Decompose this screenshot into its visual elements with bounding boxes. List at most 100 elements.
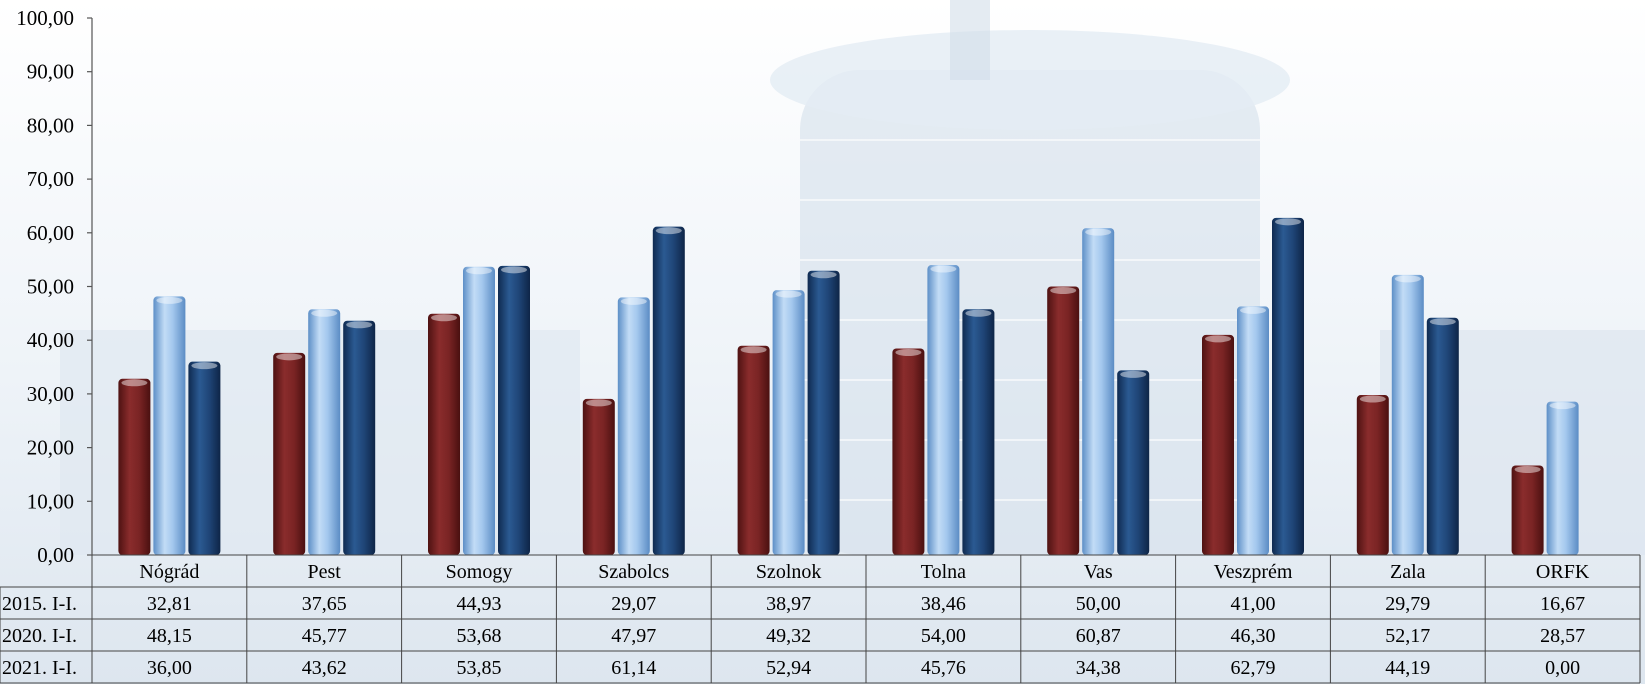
bar-highlight <box>156 296 183 304</box>
bar-2-10 <box>1546 401 1579 555</box>
y-tick-label: 20,00 <box>27 436 74 460</box>
y-tick-label: 90,00 <box>27 60 74 84</box>
table-cell: 16,67 <box>1540 593 1585 615</box>
bar-highlight <box>1120 370 1147 378</box>
table-cell: 52,94 <box>766 657 811 679</box>
bar-1-8 <box>1202 334 1234 555</box>
y-axis: 0,00 10,00 20,00 30,00 40,00 50,00 60,00 70,00 8… <box>16 6 93 567</box>
table-cell: 36,00 <box>147 657 192 679</box>
bar-highlight <box>431 314 457 322</box>
y-tick-label: 80,00 <box>27 113 74 137</box>
bar-highlight <box>655 227 682 235</box>
table-cell: 29,07 <box>611 593 656 615</box>
table-cell: 41,00 <box>1231 593 1276 615</box>
bar-highlight <box>965 309 992 317</box>
bar-highlight <box>1549 402 1576 410</box>
bar-highlight <box>1394 275 1421 283</box>
bar-highlight <box>1205 335 1231 343</box>
bar-highlight <box>930 265 957 273</box>
bar-1-7 <box>1047 286 1080 555</box>
table-cell: 50,00 <box>1076 593 1121 615</box>
table-cell: 28,57 <box>1540 625 1585 647</box>
bar-2-3 <box>463 266 495 555</box>
bar-3-2 <box>343 320 376 555</box>
bar-highlight <box>501 266 527 274</box>
table-cell: 44,93 <box>457 593 502 615</box>
bar-1-10 <box>1511 465 1544 555</box>
category-label: ORFK <box>1536 561 1590 583</box>
bar-2-5 <box>772 290 805 555</box>
bar-highlight <box>121 379 148 387</box>
y-tick-label: 30,00 <box>27 382 74 406</box>
bar-2-2 <box>308 309 341 555</box>
bar-highlight <box>620 297 647 305</box>
table-cell: 52,17 <box>1385 625 1430 647</box>
bar-highlight <box>346 321 373 329</box>
bar-1-4 <box>582 398 615 555</box>
table-cell: 61,14 <box>611 657 656 679</box>
y-tick-label: 50,00 <box>27 275 74 299</box>
category-label: Szolnok <box>756 561 822 583</box>
bar-highlight <box>810 271 837 279</box>
table-cell: 62,79 <box>1231 657 1276 679</box>
table-cell: 54,00 <box>921 625 966 647</box>
table-cell: 0,00 <box>1545 657 1580 679</box>
bar-1-9 <box>1356 395 1389 555</box>
bar-2-7 <box>1082 228 1115 555</box>
bar-3-9 <box>1426 317 1459 555</box>
bar-highlight <box>740 346 767 354</box>
y-tick-label: 0,00 <box>37 543 74 567</box>
table-cell: 38,46 <box>921 593 966 615</box>
bar-3-1 <box>188 361 221 555</box>
table-cell: 53,85 <box>457 657 502 679</box>
bar-highlight <box>191 362 218 370</box>
bar-highlight <box>1429 318 1456 326</box>
table-cell: 32,81 <box>147 593 192 615</box>
table-cell: 44,19 <box>1385 657 1430 679</box>
bar-highlight <box>1359 395 1386 403</box>
bar-3-4 <box>652 226 685 555</box>
category-label: Veszprém <box>1214 561 1293 583</box>
bar-3-8 <box>1272 217 1304 556</box>
bar-highlight <box>895 348 922 356</box>
bar-3-5 <box>807 270 840 555</box>
category-label: Nógrád <box>139 561 199 583</box>
bar-1-1 <box>118 378 151 555</box>
table-cell: 48,15 <box>147 625 192 647</box>
table-cell: 53,68 <box>457 625 502 647</box>
category-label: Szabolcs <box>598 561 669 583</box>
table-cell: 47,97 <box>611 625 656 647</box>
table-cell: 45,76 <box>921 657 966 679</box>
category-label: Vas <box>1084 561 1113 583</box>
bar-2-9 <box>1391 274 1424 555</box>
bar-highlight <box>775 290 802 298</box>
y-tick-label: 70,00 <box>27 167 74 191</box>
y-tick-label: 60,00 <box>27 221 74 245</box>
category-label: Somogy <box>446 561 513 583</box>
table-cell: 60,87 <box>1076 625 1121 647</box>
category-label: Tolna <box>921 561 966 583</box>
series-label: 2020. I-I. <box>2 625 77 647</box>
data-table: Nógrád Pest Somogy Szabolcs Szolnok Tolna Vas V… <box>0 554 1641 684</box>
table-cell: 34,38 <box>1076 657 1121 679</box>
bar-highlight <box>1514 465 1541 473</box>
bar-highlight <box>1085 228 1112 236</box>
table-cell: 43,62 <box>302 657 347 679</box>
bar-2-8 <box>1237 306 1269 555</box>
table-cell: 49,32 <box>766 625 811 647</box>
table-cell: 37,65 <box>302 593 347 615</box>
bar-highlight <box>466 267 492 275</box>
bar-1-5 <box>737 345 770 555</box>
bar-2-4 <box>617 297 650 555</box>
category-label: Pest <box>308 561 342 583</box>
bar-highlight <box>276 353 303 361</box>
series-label: 2021. I-I. <box>2 657 77 679</box>
table-cell: 29,79 <box>1385 593 1430 615</box>
bar-highlight <box>1050 287 1077 294</box>
bar-highlight <box>311 309 338 317</box>
bars-layer <box>118 217 1579 556</box>
bar-3-7 <box>1117 370 1150 555</box>
series-label: 2015. I-I. <box>2 593 77 615</box>
